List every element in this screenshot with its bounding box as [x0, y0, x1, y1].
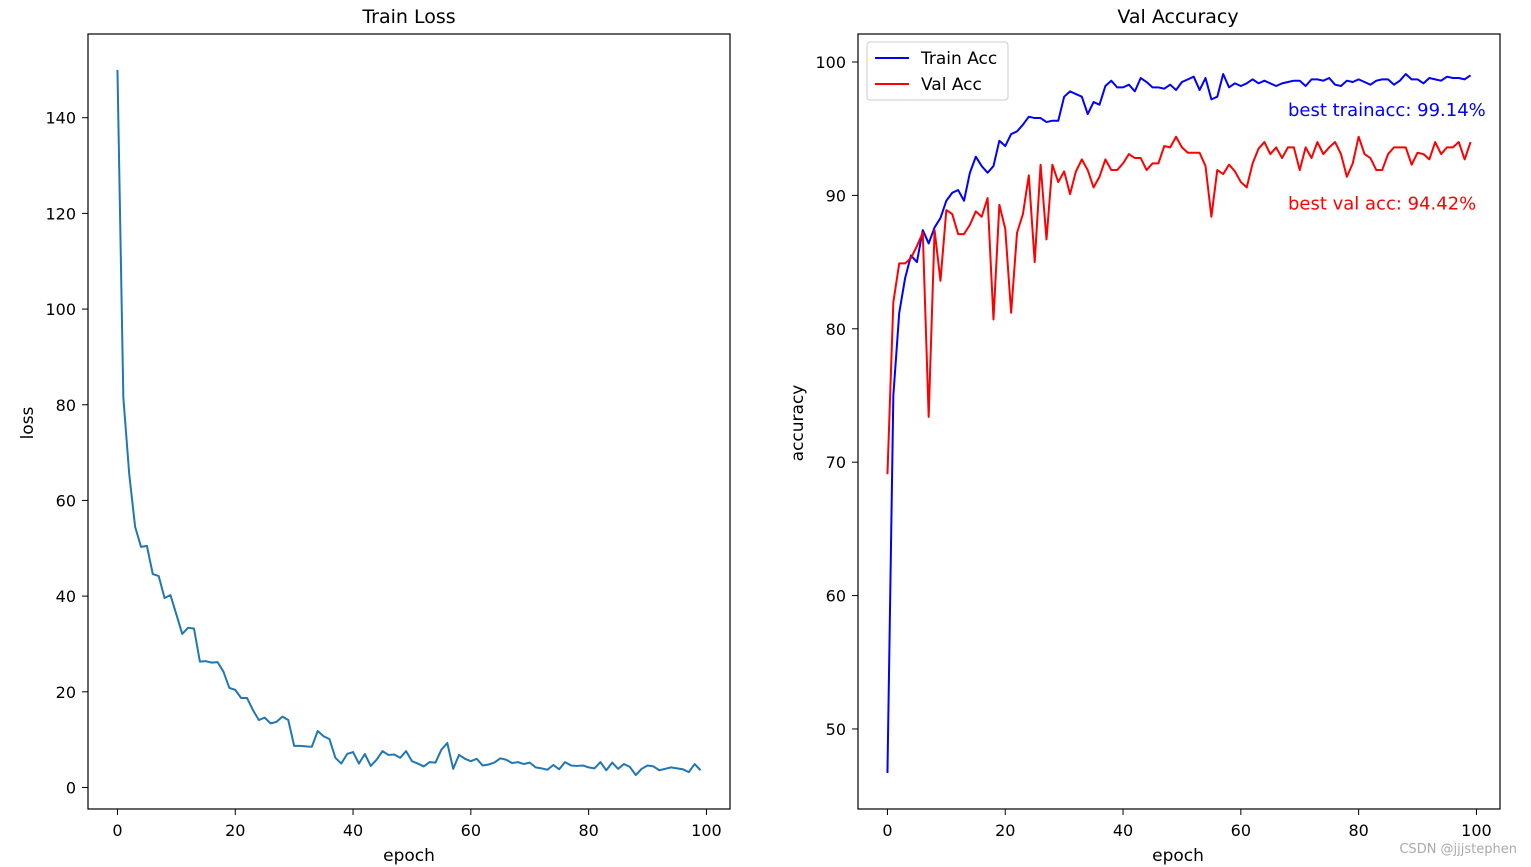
x-tick-label: 60 — [1231, 821, 1251, 840]
x-tick-label: 100 — [1461, 821, 1492, 840]
axis-ticks: 0 20 40 60 80 100 0 20 40 60 80 100 120 140 — [45, 109, 721, 840]
train-loss-chart: Train Loss 0 20 40 60 80 100 0 20 40 60 80 100 120 14… — [18, 6, 731, 866]
y-tick-label: 60 — [56, 491, 76, 510]
x-tick-label: 0 — [882, 821, 892, 840]
legend: Train Acc Val Acc — [866, 41, 1009, 101]
x-tick-label: 80 — [1348, 821, 1368, 840]
best-val-acc-annotation: best val acc: 94.42% — [1288, 193, 1476, 214]
y-tick-label: 80 — [56, 396, 76, 415]
x-axis-label: epoch — [1152, 846, 1204, 866]
axis-ticks: 0 20 40 60 80 100 50 60 70 80 90 100 — [815, 53, 1491, 840]
chart-title: Train Loss — [361, 6, 455, 28]
y-tick-label: 100 — [45, 300, 76, 319]
chart-title: Val Accuracy — [1117, 6, 1238, 28]
y-tick-label: 100 — [815, 53, 846, 72]
y-tick-label: 70 — [826, 453, 846, 472]
train-acc-line — [886, 73, 1472, 773]
loss-line — [116, 69, 702, 777]
y-axis-label: accuracy — [788, 385, 808, 462]
best-train-acc-annotation: best trainacc: 99.14% — [1288, 100, 1486, 121]
x-tick-label: 80 — [578, 821, 598, 840]
x-tick-label: 20 — [995, 821, 1015, 840]
val-acc-line — [886, 135, 1472, 475]
y-tick-label: 20 — [56, 683, 76, 702]
x-tick-label: 100 — [691, 821, 722, 840]
plot-frame — [857, 33, 1501, 810]
plot-frame — [87, 33, 731, 810]
y-tick-label: 140 — [45, 109, 76, 128]
x-axis-label: epoch — [383, 846, 435, 866]
y-tick-label: 50 — [826, 720, 846, 739]
legend-train-acc-label: Train Acc — [920, 49, 997, 69]
val-accuracy-chart: Val Accuracy 0 20 40 60 80 100 50 60 70 80 90 100 b… — [788, 6, 1501, 866]
legend-val-acc-label: Val Acc — [921, 75, 982, 95]
y-tick-label: 0 — [66, 778, 76, 797]
watermark: CSDN @jjjstephen — [1399, 842, 1517, 857]
y-tick-label: 40 — [56, 587, 76, 606]
x-tick-label: 0 — [112, 821, 122, 840]
x-tick-label: 40 — [343, 821, 363, 840]
legend-box — [866, 41, 1009, 101]
y-axis-label: loss — [18, 406, 38, 439]
x-tick-label: 60 — [461, 821, 481, 840]
y-tick-label: 80 — [826, 320, 846, 339]
x-tick-label: 20 — [225, 821, 245, 840]
y-tick-label: 90 — [826, 186, 846, 205]
x-tick-label: 40 — [1113, 821, 1133, 840]
y-tick-label: 120 — [45, 204, 76, 223]
y-tick-label: 60 — [826, 587, 846, 606]
